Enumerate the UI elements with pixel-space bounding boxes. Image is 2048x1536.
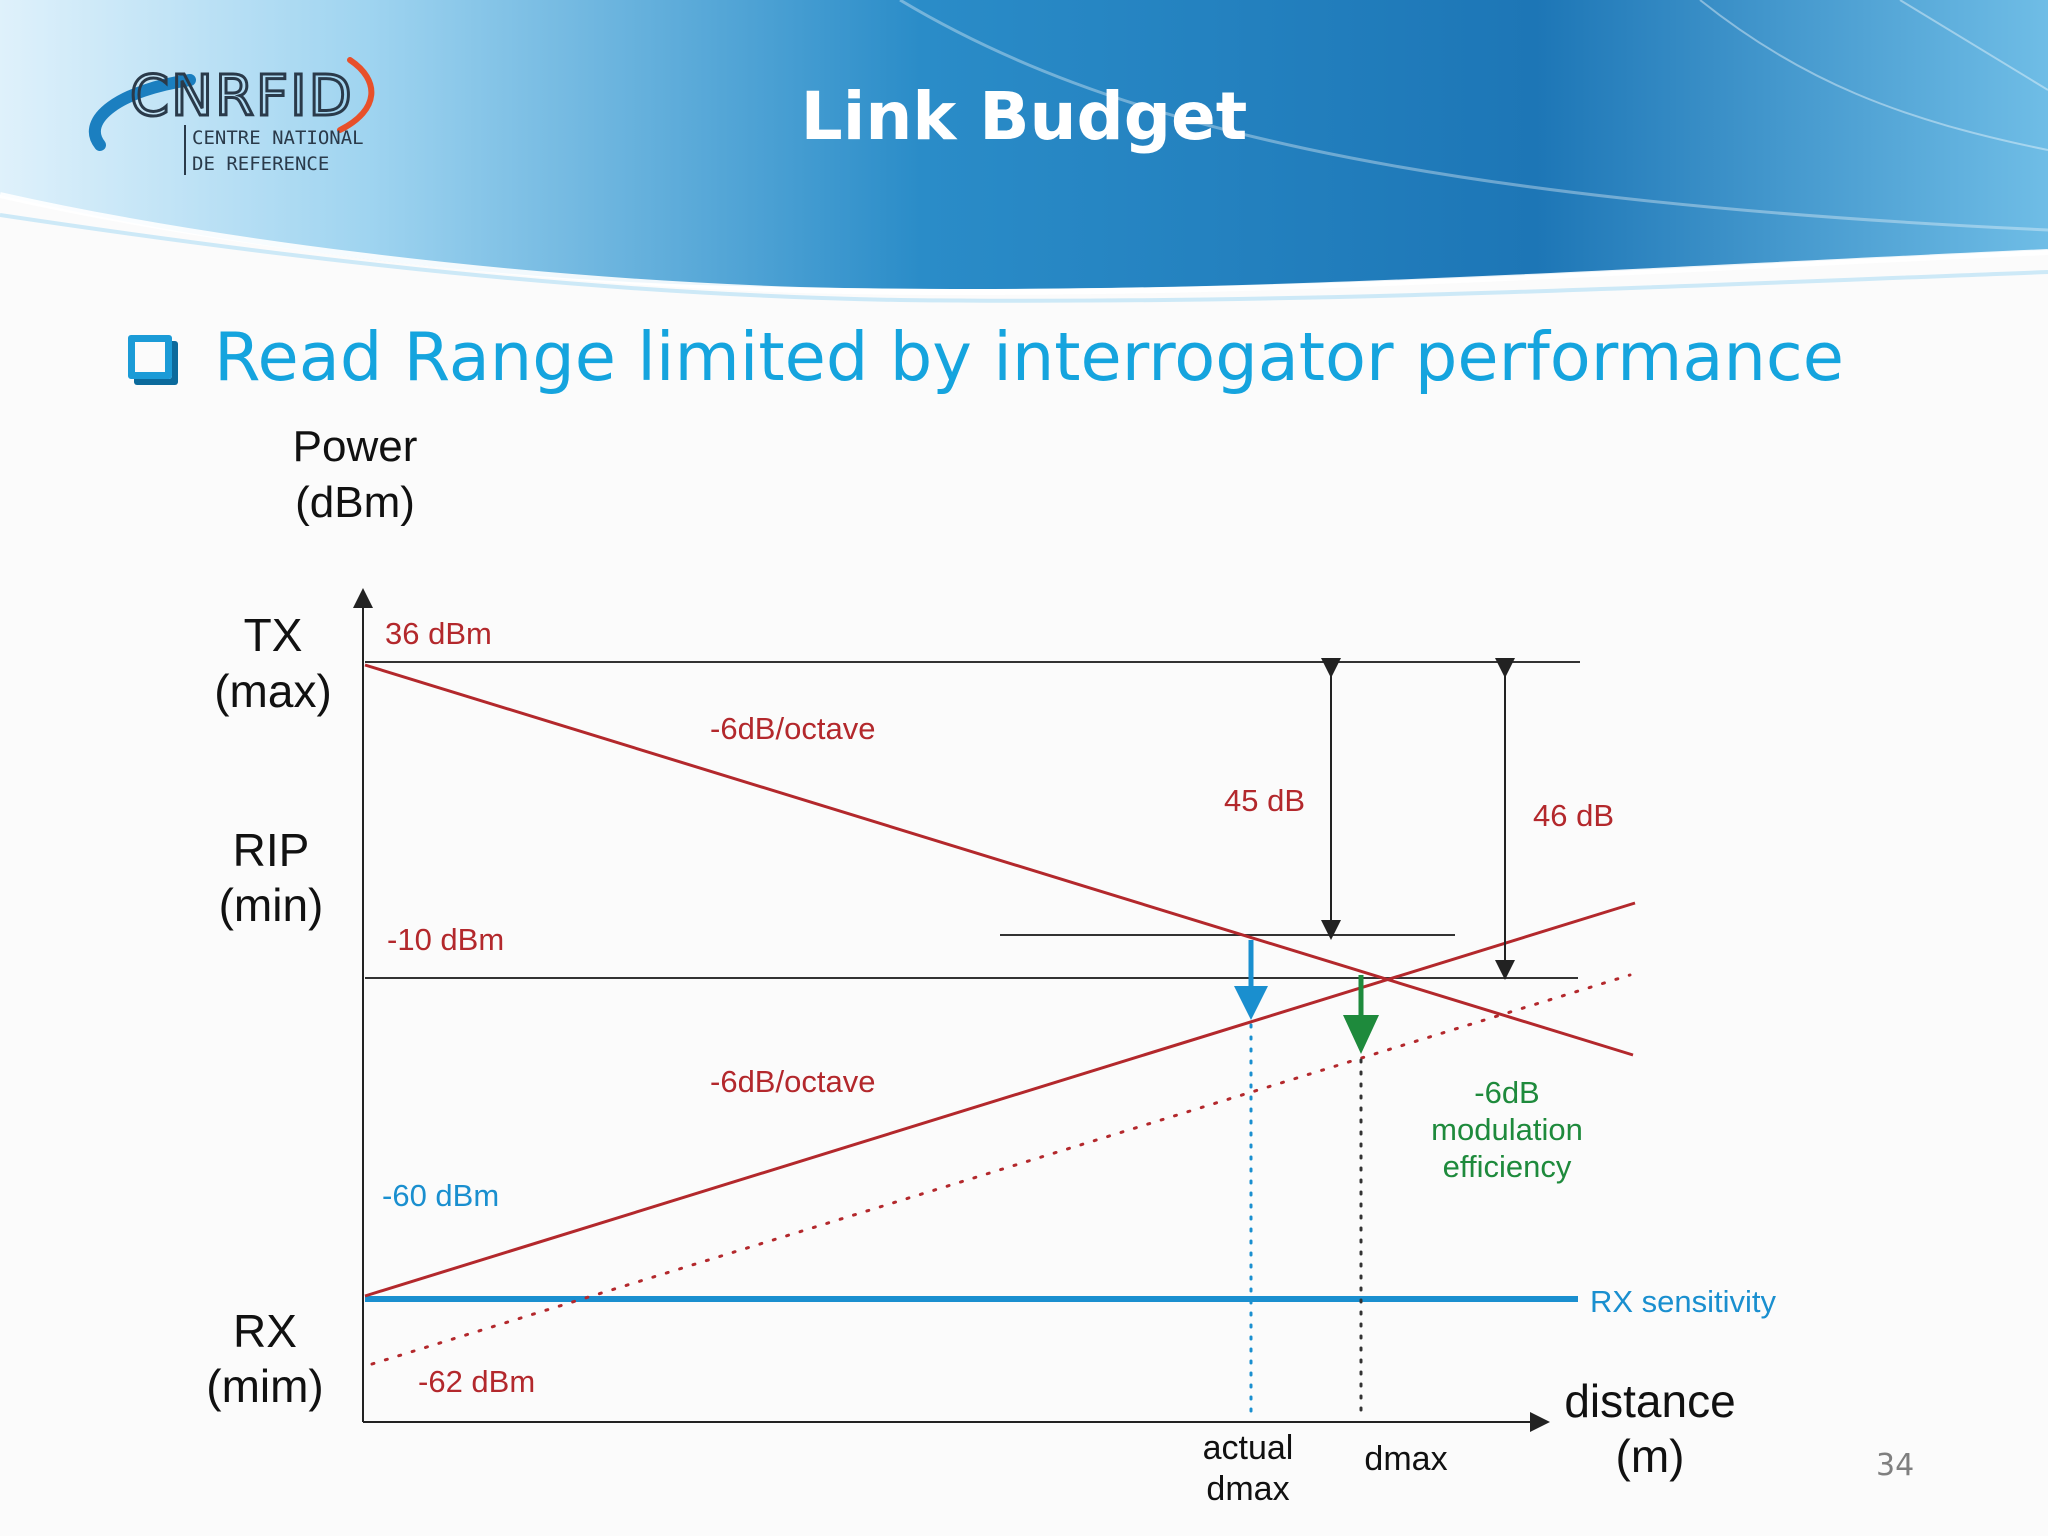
svg-text:CNRFID: CNRFID [130, 64, 354, 129]
gap-45db-label: 45 dB [1224, 783, 1305, 818]
cnrfid-logo: CNRFID CENTRE NATIONAL DE REFERENCE [88, 57, 375, 175]
tx-value-label: 36 dBm [385, 616, 492, 651]
modulation-label-line1: -6dB [1474, 1075, 1539, 1110]
y-axis-label-line1: Power [293, 422, 418, 471]
dmax-label: dmax [1364, 1440, 1447, 1478]
slide-title: Link Budget [800, 78, 1248, 155]
rx-label-line1: RX [233, 1305, 297, 1357]
checkbox-bullet-icon [128, 335, 172, 379]
downlink-slope-line [364, 663, 1634, 1057]
rx-sensitivity-label: RX sensitivity [1590, 1284, 1777, 1319]
svg-text:CENTRE NATIONAL: CENTRE NATIONAL [192, 127, 364, 149]
bullet-text: Read Range limited by interrogator perfo… [214, 318, 1844, 396]
uplink-slope-line [364, 901, 1636, 1298]
modulation-label-line2: modulation [1431, 1112, 1583, 1147]
svg-text:DE REFERENCE: DE REFERENCE [192, 153, 329, 175]
page-number: 34 [1876, 1448, 1915, 1483]
gap-46db-label: 46 dB [1533, 798, 1614, 833]
bullet-item: Read Range limited by interrogator perfo… [128, 318, 1844, 396]
actual-dmax-arrow-icon [1234, 986, 1268, 1020]
actual-dmax-label-line1: actual [1203, 1429, 1294, 1467]
y-axis-label-line2: (dBm) [295, 478, 415, 527]
rx-label-line2: (mim) [206, 1360, 324, 1412]
actual-dmax-label-line2: dmax [1206, 1470, 1289, 1508]
rx-sensitivity-value-label: -62 dBm [418, 1364, 535, 1399]
rip-value-label: -10 dBm [387, 922, 504, 957]
modulated-uplink-line [370, 973, 1632, 1366]
tx-label-line2: (max) [214, 665, 332, 717]
rip-label-line2: (min) [219, 879, 324, 931]
rip-label-line1: RIP [233, 824, 310, 876]
header-banner [0, 0, 2048, 303]
downlink-slope-label: -6dB/octave [710, 711, 875, 746]
x-axis-label-line2: (m) [1616, 1430, 1685, 1482]
tag-response-value-label: -60 dBm [382, 1178, 499, 1213]
tx-label-line1: TX [244, 609, 303, 661]
modulation-label-line3: efficiency [1443, 1149, 1572, 1184]
dmax-arrow-icon [1343, 1015, 1379, 1054]
uplink-slope-label: -6dB/octave [710, 1064, 875, 1099]
x-axis-label-line1: distance [1564, 1375, 1735, 1427]
